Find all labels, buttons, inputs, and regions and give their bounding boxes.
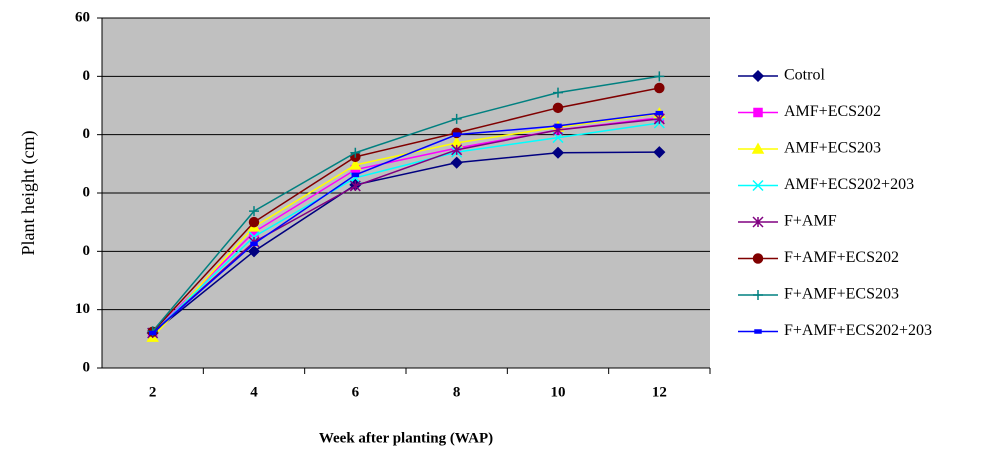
marker [753, 107, 763, 118]
marker [553, 87, 563, 98]
marker [350, 147, 361, 158]
marker [751, 69, 765, 83]
marker [753, 290, 763, 300]
y-tick-label: 60 [75, 9, 90, 25]
marker [653, 113, 665, 125]
series-line [152, 151, 660, 334]
marker [452, 132, 461, 137]
series-line [152, 122, 660, 334]
marker [247, 245, 261, 258]
series-line [152, 112, 660, 334]
x-tick-label: 10 [551, 384, 566, 400]
marker [248, 216, 260, 228]
marker [653, 146, 666, 159]
legend-label: AMF+ECS202 [784, 103, 881, 120]
marker [351, 172, 360, 178]
marker [249, 206, 259, 217]
x-tick-label: 4 [250, 384, 258, 400]
series-line [152, 118, 660, 334]
x-axis-label: Week after planting (WAP) [319, 430, 493, 446]
legend-label: F+AMF+ECS203 [784, 286, 899, 303]
x-tick-label: 8 [453, 384, 461, 400]
legend-label: F+AMF+ECS202 [784, 249, 899, 266]
x-tick-label: 2 [149, 384, 157, 400]
marker [751, 142, 765, 154]
marker [654, 82, 665, 94]
marker [349, 180, 361, 192]
y-tick-label: 0 [83, 243, 91, 259]
legend-label: F+AMF+ECS202+203 [784, 322, 932, 339]
marker [655, 110, 664, 116]
marker [551, 146, 565, 159]
legend-label: AMF+ECS202+203 [784, 176, 914, 193]
marker [148, 330, 157, 336]
x-tick-label: 12 [652, 384, 667, 400]
legend-label: AMF+ECS203 [784, 140, 881, 157]
y-tick-label: 0 [83, 68, 91, 84]
marker [554, 123, 562, 129]
x-tick-label: 6 [352, 384, 360, 400]
marker [451, 113, 462, 124]
marker [654, 71, 665, 82]
y-tick-label: 0 [83, 359, 91, 375]
legend-label: Cotrol [784, 67, 825, 84]
marker [450, 156, 463, 169]
y-tick-label: 0 [83, 126, 91, 142]
marker [752, 216, 764, 228]
y-axis-label: Plant height (cm) [18, 131, 39, 256]
y-tick-label: 10 [75, 301, 90, 317]
marker [752, 253, 764, 264]
marker [552, 102, 564, 114]
marker [754, 329, 762, 334]
marker [752, 179, 764, 192]
series-line [152, 87, 660, 333]
legend-label: F+AMF [784, 213, 837, 230]
marker [451, 144, 463, 156]
series-line [152, 75, 660, 332]
y-tick-label: 0 [83, 184, 91, 200]
series-line [152, 112, 660, 338]
marker [349, 158, 362, 170]
marker [250, 241, 258, 246]
